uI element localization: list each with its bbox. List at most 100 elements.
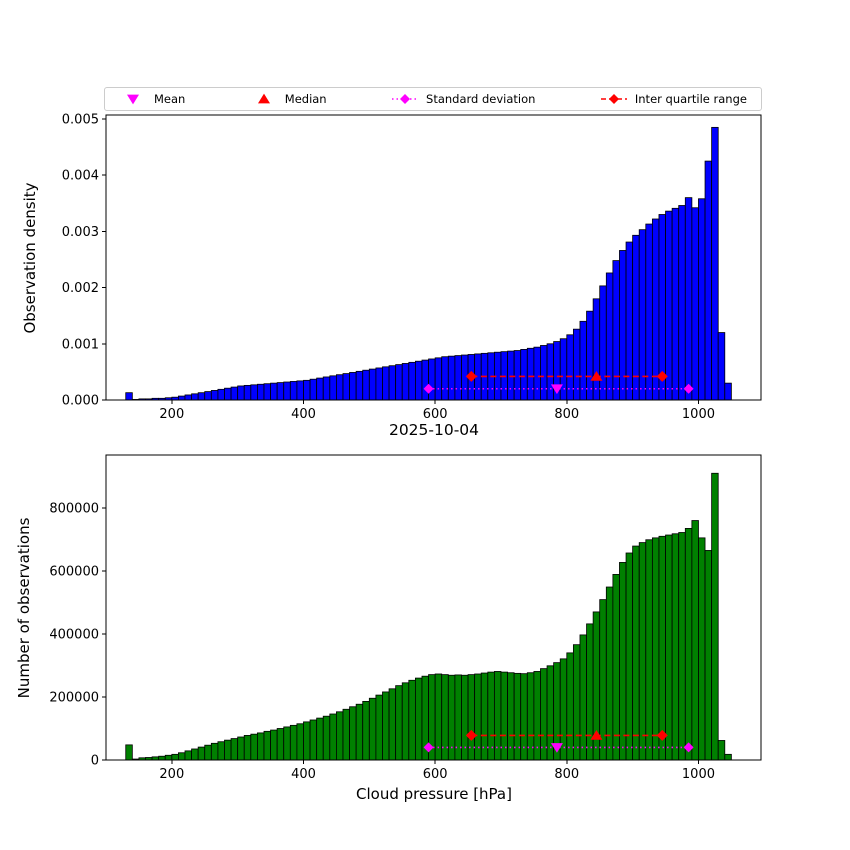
legend: Mean Median Standard deviation Inter quarti…	[104, 87, 762, 111]
histogram-bar	[210, 390, 219, 401]
histogram-bar	[704, 550, 713, 761]
histogram-bar	[204, 744, 212, 761]
histogram-bar	[342, 708, 350, 761]
iqr-marker	[465, 729, 477, 741]
histogram-bar	[651, 537, 660, 761]
histogram-bar	[711, 472, 719, 761]
histogram-bar	[513, 350, 522, 401]
histogram-bar	[619, 250, 627, 401]
histogram-bar	[665, 210, 673, 401]
histogram-bar	[434, 357, 443, 401]
plot-border	[105, 454, 762, 761]
histogram-bar	[638, 229, 647, 401]
histogram-bar	[717, 332, 726, 401]
mean-marker	[550, 743, 563, 753]
iqr-marker	[465, 370, 477, 382]
histogram-bar	[395, 364, 403, 401]
x-tick-label: 800	[554, 767, 579, 782]
histogram-bar	[309, 378, 318, 401]
count-histogram-chart: 200 400 600 800 1000 0 200000 400000 600000 80000…	[49, 454, 762, 782]
triangle-up-icon	[257, 93, 270, 104]
histogram-bar	[237, 385, 245, 401]
histogram-bar	[382, 691, 390, 761]
histogram-bar	[322, 715, 331, 761]
histogram-bar	[678, 205, 686, 401]
histogram-bar	[283, 726, 291, 761]
histogram-bar	[592, 298, 601, 401]
histogram-bar	[270, 729, 278, 761]
histogram-bar	[493, 671, 502, 761]
plot-border	[105, 114, 762, 401]
x-tick-label: 1000	[682, 407, 715, 422]
histogram-bar	[566, 652, 574, 761]
legend-label: Inter quartile range	[634, 92, 747, 106]
histogram-bar	[625, 552, 634, 761]
histogram-bar	[349, 372, 357, 401]
histogram-bar	[329, 713, 337, 761]
histogram-bar	[368, 697, 377, 761]
histogram-bar	[546, 343, 555, 401]
histogram-bar	[684, 528, 693, 761]
histogram-bar	[322, 376, 331, 401]
histogram-bar	[382, 366, 390, 401]
histogram-bar	[540, 668, 548, 761]
histogram-bar	[526, 347, 535, 401]
histogram-bar	[684, 197, 693, 401]
histogram-bar	[316, 717, 324, 761]
histogram-bar	[158, 755, 166, 761]
y-tick-label: 200000	[49, 690, 99, 705]
histogram-bar	[362, 369, 370, 401]
histogram-bar	[632, 545, 640, 761]
histogram-bar	[559, 338, 568, 401]
histogram-bar	[270, 382, 278, 401]
histogram-bar	[408, 361, 416, 401]
histogram-bar	[480, 672, 489, 761]
histogram-bar	[197, 746, 206, 761]
mean-marker	[550, 384, 563, 395]
histogram-bar	[125, 744, 133, 761]
histogram-bar	[487, 671, 495, 761]
histogram-bar	[368, 368, 377, 401]
histogram-bar	[599, 285, 607, 401]
histogram-bar	[257, 383, 265, 401]
histogram-bar	[303, 721, 311, 761]
x-tick-label: 600	[423, 767, 448, 782]
histogram-bar	[691, 520, 699, 761]
histogram-bar	[375, 367, 383, 401]
histogram-bar	[303, 379, 311, 401]
histogram-bar	[414, 360, 423, 401]
histogram-bar	[507, 350, 515, 401]
histogram-bar	[711, 126, 719, 401]
histogram-bar	[717, 740, 726, 761]
std-deviation-marker	[423, 383, 434, 394]
std-deviation-marker	[423, 742, 434, 753]
histogram-bar	[217, 741, 225, 761]
legend-label: Median	[284, 92, 327, 106]
histogram-bar	[230, 386, 239, 401]
histogram-bar	[243, 735, 252, 761]
histogram-bar	[296, 380, 304, 401]
std-deviation-marker	[683, 742, 694, 753]
histogram-bar	[651, 218, 660, 401]
y-tick-label: 0.004	[62, 169, 99, 184]
histogram-bar	[355, 370, 364, 401]
histogram-bar	[421, 359, 429, 401]
histogram-bar	[724, 753, 732, 761]
y-tick-label: 0.005	[62, 112, 99, 127]
histogram-bar	[632, 234, 640, 401]
histogram-bar	[605, 586, 614, 761]
histogram-bar	[704, 160, 713, 401]
plot-title: 2025-10-04	[388, 421, 480, 439]
histogram-bar	[428, 358, 436, 401]
histogram-bar	[184, 394, 192, 401]
histogram-bar	[401, 363, 410, 401]
x-tick-label: 200	[159, 767, 184, 782]
legend-item-median: Median	[250, 92, 327, 106]
histogram-bar	[533, 346, 541, 401]
histogram-bar	[191, 393, 199, 401]
x-tick-label: 600	[423, 407, 448, 422]
histogram-bar	[724, 382, 732, 401]
x-tick-label: 1000	[682, 767, 715, 782]
histogram-bar	[612, 260, 620, 401]
histogram-bar	[296, 723, 304, 761]
